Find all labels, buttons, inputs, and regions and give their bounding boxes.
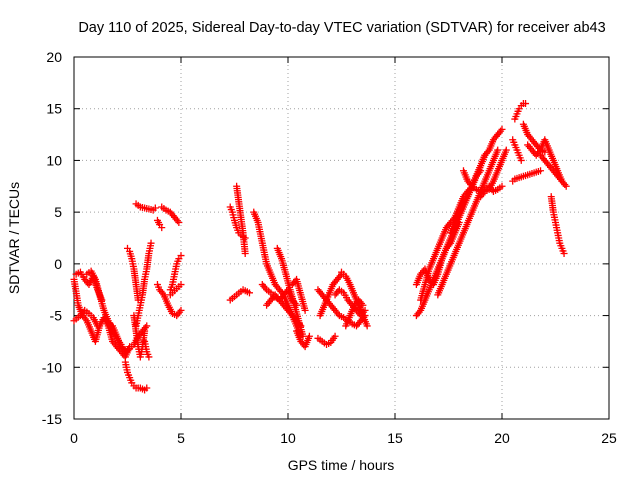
y-axis-label: SDTVAR / TECUs <box>6 182 22 294</box>
series-seg23 <box>273 244 307 340</box>
data-point <box>301 306 309 314</box>
data-point <box>363 322 371 330</box>
series-seg41 <box>519 120 549 156</box>
series-seg24 <box>288 275 309 314</box>
series-seg7 <box>124 244 142 304</box>
y-tick-labels: -15 -10 -5 0 5 10 15 20 <box>42 49 62 427</box>
data-point <box>498 125 506 133</box>
x-tick-label: 20 <box>494 430 510 446</box>
series-seg31 <box>342 296 367 330</box>
x-tick-label: 10 <box>280 430 296 446</box>
series-seg38 <box>477 146 510 201</box>
series-seg30 <box>331 286 369 320</box>
data-point <box>177 281 185 289</box>
data-points <box>70 100 570 394</box>
data-point <box>158 224 166 232</box>
data-point <box>94 322 102 330</box>
data-point <box>147 239 155 247</box>
series-seg15 <box>166 252 185 294</box>
data-point <box>562 182 570 190</box>
data-point <box>145 353 153 361</box>
data-point <box>331 332 339 340</box>
chart-title: Day 110 of 2025, Sidereal Day-to-day VTE… <box>78 20 605 36</box>
data-point <box>502 146 510 154</box>
data-point <box>494 146 502 154</box>
data-point <box>143 322 151 330</box>
y-tick-label: -15 <box>42 411 62 427</box>
data-point <box>299 332 307 340</box>
series-seg28 <box>314 332 339 349</box>
series-seg40 <box>509 136 525 164</box>
x-tick-label: 25 <box>601 430 617 446</box>
data-point <box>498 182 506 190</box>
grid-lines <box>74 57 609 419</box>
data-point <box>522 100 530 108</box>
series-seg45 <box>509 167 545 185</box>
x-tick-label: 15 <box>387 430 403 446</box>
data-point <box>141 327 149 335</box>
y-tick-label: 5 <box>54 204 62 220</box>
series-seg12 <box>153 216 166 232</box>
data-point <box>359 301 367 309</box>
series-seg10 <box>141 337 153 361</box>
series-seg11 <box>132 200 159 214</box>
data-point <box>177 252 185 260</box>
data-point <box>241 250 249 258</box>
data-point <box>560 250 568 258</box>
series-seg14 <box>153 281 185 320</box>
series-seg39 <box>511 100 530 123</box>
series-seg13 <box>158 203 183 226</box>
y-tick-label: 20 <box>46 49 62 65</box>
y-tick-label: 15 <box>46 101 62 117</box>
data-point <box>537 167 545 175</box>
series-seg9 <box>132 239 155 330</box>
y-tick-label: 0 <box>54 256 62 272</box>
data-point <box>143 384 151 392</box>
series-seg19 <box>226 286 253 304</box>
series-seg16 <box>166 281 185 299</box>
series-seg25 <box>293 327 313 351</box>
data-point <box>305 332 313 340</box>
series-seg34 <box>412 218 463 289</box>
data-point <box>175 218 183 226</box>
x-tick-label: 5 <box>177 430 185 446</box>
series-seg43 <box>537 151 570 190</box>
series-seg44 <box>547 193 568 258</box>
plot-frame <box>73 56 610 420</box>
x-tick-labels: 0 5 10 15 20 25 <box>70 430 617 446</box>
data-point <box>517 156 525 164</box>
series-seg2 <box>70 306 102 330</box>
y-tick-label: -5 <box>50 308 63 324</box>
y-tick-label: 10 <box>46 152 62 168</box>
x-axis-label: GPS time / hours <box>288 457 395 473</box>
axis-ticks <box>73 56 610 420</box>
x-tick-label: 0 <box>70 430 78 446</box>
y-tick-label: -10 <box>42 359 62 375</box>
data-point <box>361 306 369 314</box>
series-seg18 <box>233 182 249 258</box>
series-seg27 <box>316 270 345 320</box>
data-point <box>151 204 159 212</box>
data-point <box>245 289 253 297</box>
series-seg6 <box>121 358 151 394</box>
data-point <box>177 306 185 314</box>
